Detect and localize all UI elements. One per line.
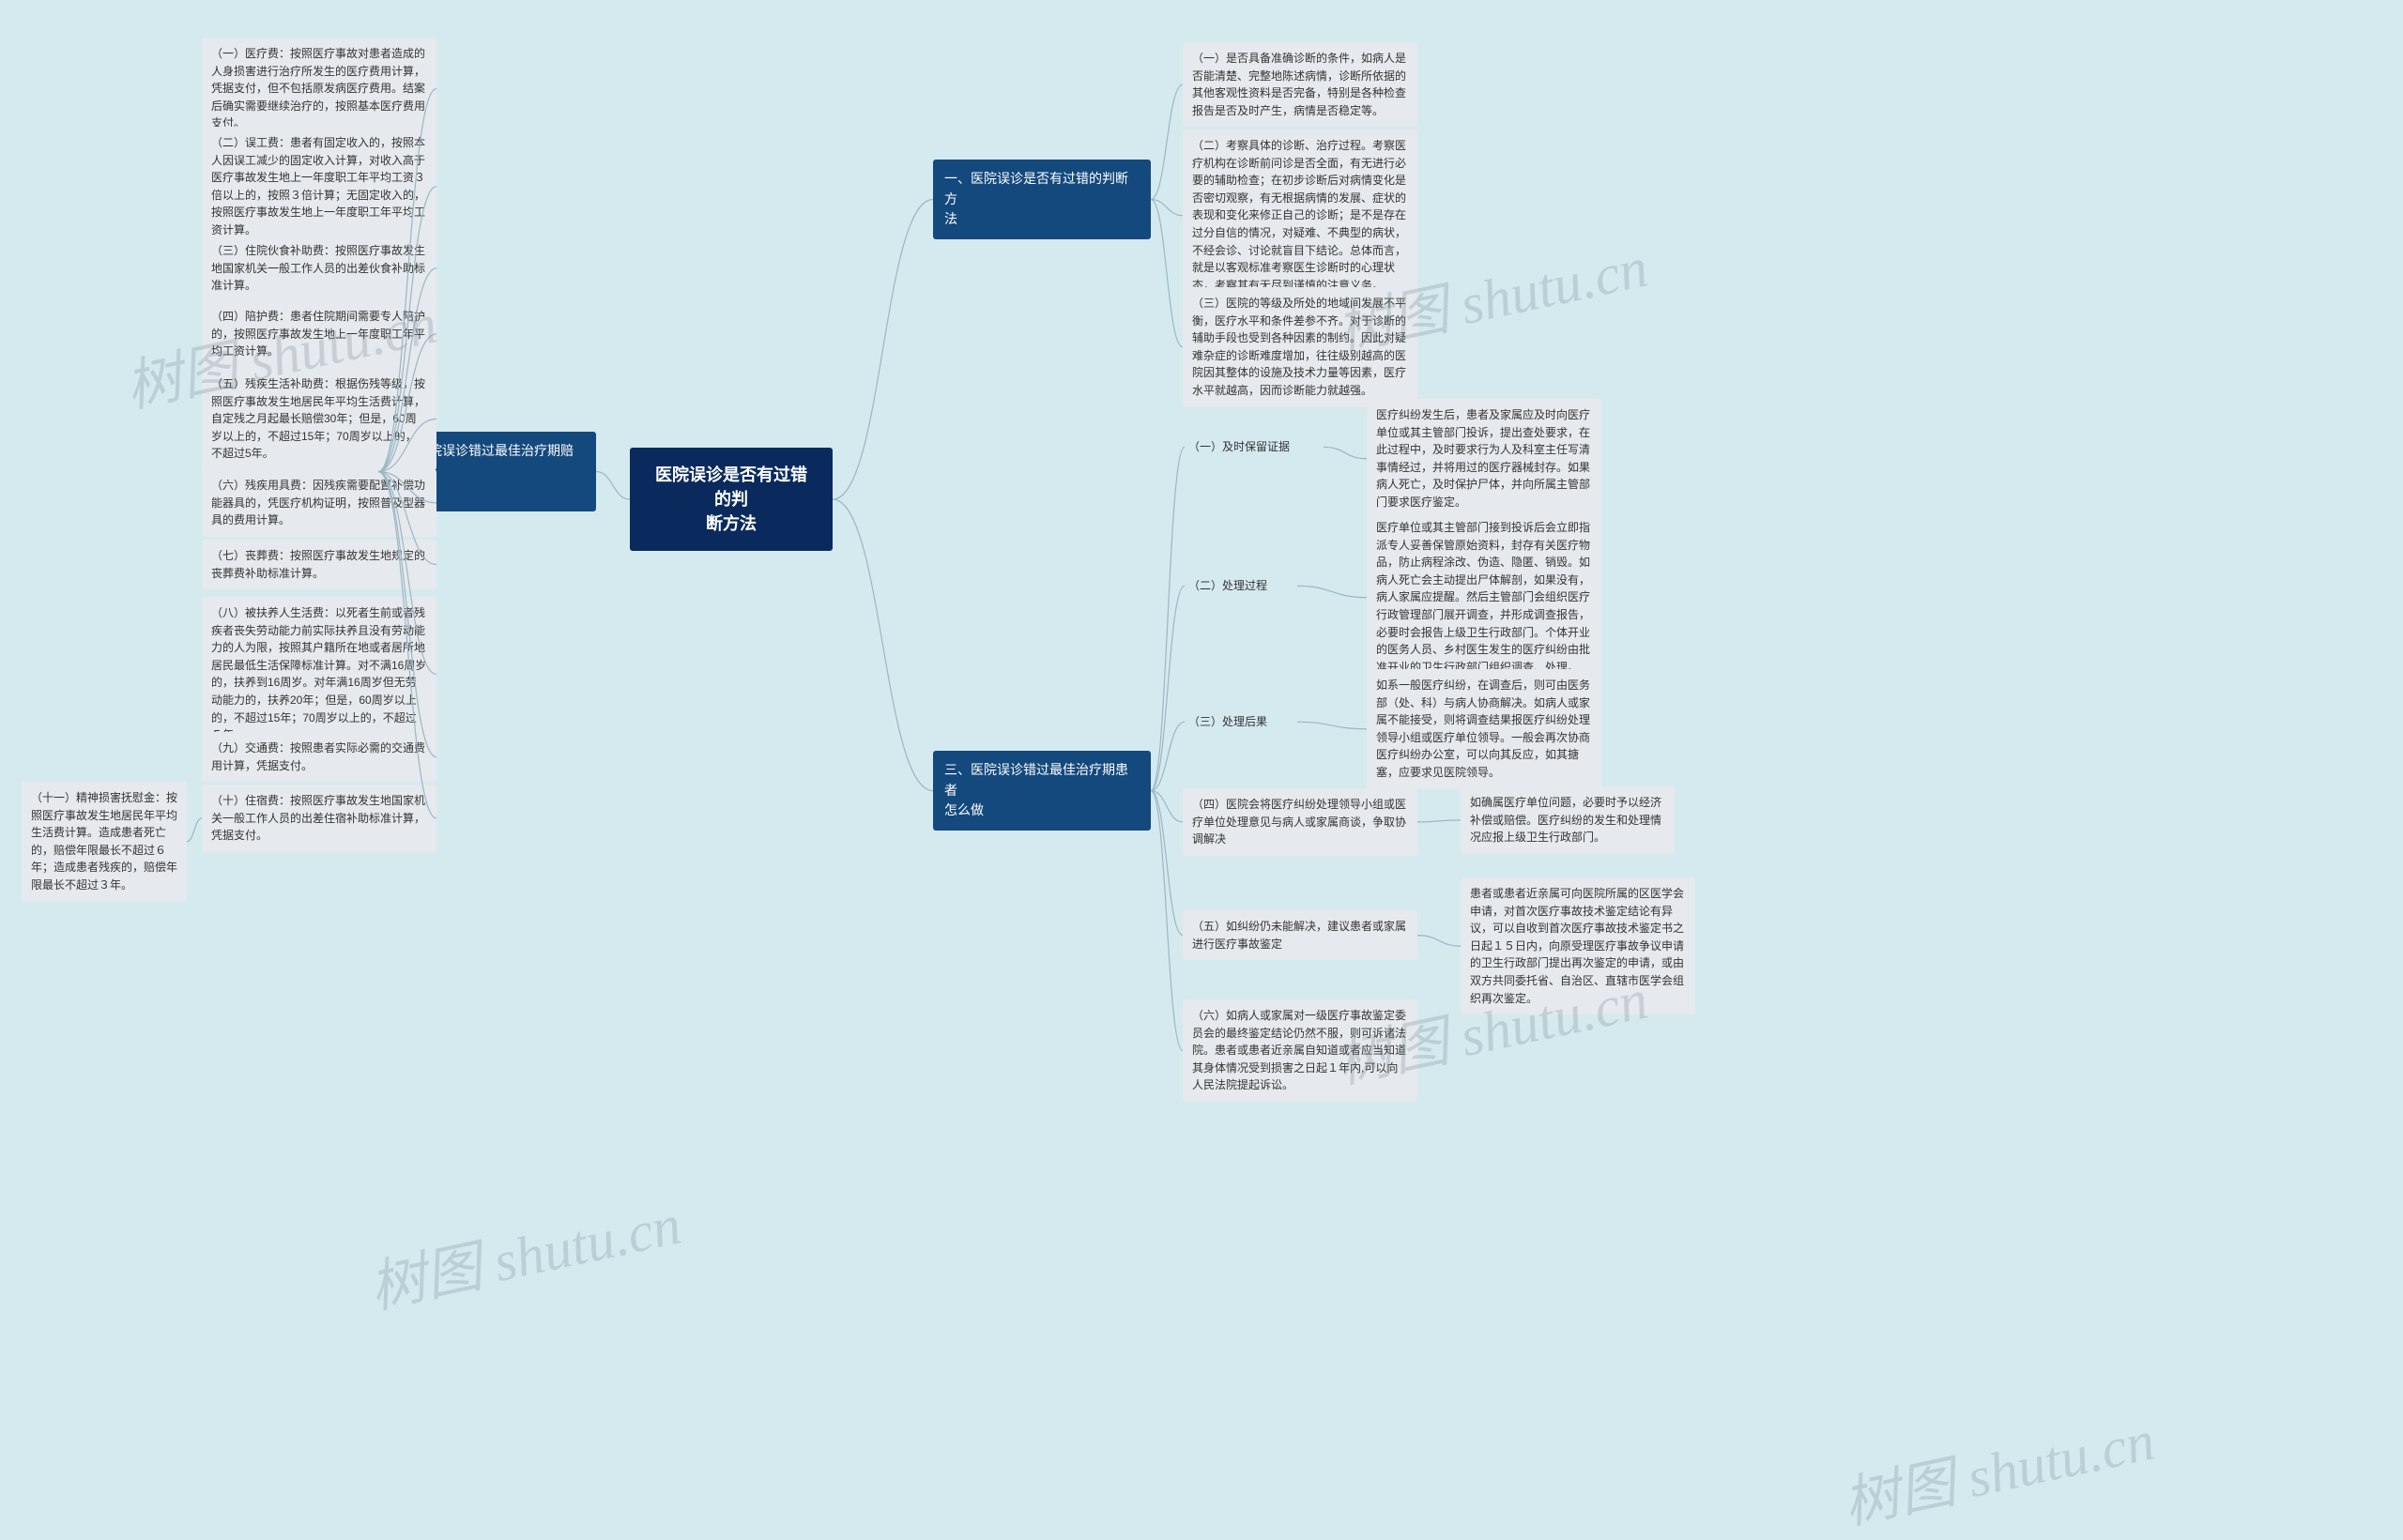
mindmap-node-r3c1: 如系一般医疗纠纷，在调查后，则可由医务部（处、科）与病人协商解决。如病人或家属不… [1367,669,1601,789]
mindmap-node-r3a1: 医疗纠纷发生后，患者及家属应及时向医疗单位或其主管部门投诉，提出查处要求，在此过… [1367,399,1601,519]
mindmap-node-r3b: （二）处理过程 [1185,577,1297,595]
mindmap-node-right3[interactable]: 三、医院误诊错过最佳治疗期患者怎么做 [933,751,1151,831]
mindmap-node-l2f: （六）残疾用具费：因残疾需要配置补偿功能器具的，凭医疗机构证明，按照普及型器具的… [202,469,436,537]
mindmap-node-l2a: （一）医疗费：按照医疗事故对患者造成的人身损害进行治疗所发生的医疗费用计算，凭据… [202,38,436,140]
mindmap-node-r3c: （三）处理后果 [1185,713,1297,731]
watermark: 树图 shutu.cn [1835,1395,2161,1540]
mindmap-node-l2h: （八）被扶养人生活费：以死者生前或者残疾者丧失劳动能力前实际扶养且没有劳动能力的… [202,597,436,752]
mindmap-node-l2d: （四）陪护费：患者住院期间需要专人陪护的，按照医疗事故发生地上一年度职工年平均工… [202,300,436,368]
mindmap-node-r3a: （一）及时保留证据 [1185,438,1324,456]
mindmap-node-r3d1: 如确属医疗单位问题，必要时予以经济补偿或赔偿。医疗纠纷的发生和处理情况应报上级卫… [1461,786,1675,854]
mindmap-node-l2b: （二）误工费：患者有固定收入的，按照本人因误工减少的固定收入计算，对收入高于医疗… [202,127,436,247]
mindmap-node-l2e: （五）残疾生活补助费：根据伤残等级，按照医疗事故发生地居民年平均生活费计算，自定… [202,368,436,470]
mindmap-node-l2j: （十）住宿费：按照医疗事故发生地国家机关一般工作人员的出差住宿补助标准计算，凭据… [202,785,436,852]
mindmap-node-r1b: （二）考察具体的诊断、治疗过程。考察医疗机构在诊断前问诊是否全面，有无进行必要的… [1183,130,1417,301]
mindmap-node-right1[interactable]: 一、医院误诊是否有过错的判断方法 [933,160,1151,239]
mindmap-node-l2i: （九）交通费：按照患者实际必需的交通费用计算，凭据支付。 [202,732,436,782]
mindmap-node-l2g: （七）丧葬费：按照医疗事故发生地规定的丧葬费补助标准计算。 [202,540,436,589]
mindmap-node-root[interactable]: 医院误诊是否有过错的判断方法 [630,448,833,551]
mindmap-node-l2k: （十一）精神损害抚慰金：按照医疗事故发生地居民年平均生活费计算。造成患者死亡的，… [22,782,187,902]
mindmap-node-r3f: （六）如病人或家属对一级医疗事故鉴定委员会的最终鉴定结论仍然不服，则可诉诸法院。… [1183,999,1417,1102]
mindmap-node-l2c: （三）住院伙食补助费：按照医疗事故发生地国家机关一般工作人员的出差伙食补助标准计… [202,235,436,302]
mindmap-node-r3d: （四）医院会将医疗纠纷处理领导小组或医疗单位处理意见与病人或家属商谈，争取协调解… [1183,788,1417,856]
mindmap-node-r1c: （三）医院的等级及所处的地域间发展不平衡，医疗水平和条件差参不齐。对于诊断的辅助… [1183,287,1417,407]
mindmap-node-r3e1: 患者或患者近亲属可向医院所属的区医学会申请，对首次医疗事故技术鉴定结论有异议，可… [1461,877,1695,1014]
mindmap-node-r1a: （一）是否具备准确诊断的条件，如病人是否能清楚、完整地陈述病情，诊断所依据的其他… [1183,42,1417,127]
mindmap-node-r3b1: 医疗单位或其主管部门接到投诉后会立即指派专人妥善保管原始资料，封存有关医疗物品，… [1367,511,1601,683]
mindmap-node-r3e: （五）如纠纷仍未能解决，建议患者或家属进行医疗事故鉴定 [1183,910,1417,960]
watermark: 树图 shutu.cn [361,1179,687,1324]
